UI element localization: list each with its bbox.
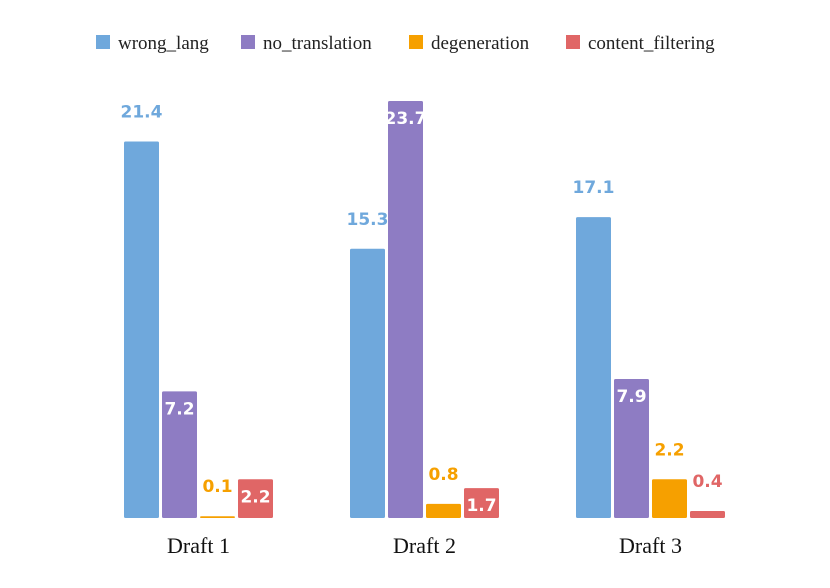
- bars: [124, 101, 725, 518]
- legend-label-no-translation: no_translation: [263, 33, 372, 54]
- bar-no-translation-draft-3: [614, 379, 649, 518]
- legend-swatch-degeneration: [409, 35, 423, 49]
- value-label-content-filtering-draft-1: 2.2: [240, 487, 270, 507]
- legend-label-wrong-lang: wrong_lang: [118, 33, 209, 54]
- legend-swatch-no-translation: [241, 35, 255, 49]
- x-axis-ticks: Draft 1 Draft 2 Draft 3: [167, 533, 682, 558]
- bar-wrong-lang-draft-1: [124, 141, 159, 518]
- value-labels: 21.4 7.2 0.1 2.2 15.3 23.7 0.8 1.7 17.1 7.9 2.2 0.4: [121, 102, 723, 516]
- bar-degeneration-draft-3: [652, 479, 687, 518]
- value-label-degeneration-draft-1: 0.1: [202, 477, 232, 497]
- value-label-wrong-lang-draft-3: 17.1: [573, 178, 615, 198]
- x-tick-draft-2: Draft 2: [393, 533, 456, 558]
- bar-content-filtering-draft-3: [690, 510, 725, 518]
- bar-no-translation-draft-1: [162, 391, 197, 518]
- legend-label-content-filtering: content_filtering: [588, 33, 715, 54]
- legend: wrong_lang no_translation degeneration cont…: [96, 33, 715, 54]
- value-label-degeneration-draft-2: 0.8: [428, 465, 458, 485]
- bar-degeneration-draft-1: [200, 516, 235, 518]
- bar-content-filtering-draft-2: [464, 488, 499, 518]
- value-label-no-translation-draft-3: 7.9: [616, 387, 646, 407]
- legend-swatch-content-filtering: [566, 35, 580, 49]
- value-label-no-translation-draft-1: 7.2: [164, 399, 194, 419]
- x-tick-draft-3: Draft 3: [619, 533, 682, 558]
- bar-content-filtering-draft-1: [238, 479, 273, 518]
- bar-no-translation-draft-2: [388, 101, 423, 518]
- bar-wrong-lang-draft-2: [350, 248, 385, 518]
- bar-wrong-lang-draft-3: [576, 217, 611, 518]
- value-label-wrong-lang-draft-2: 15.3: [347, 210, 389, 230]
- value-label-content-filtering-draft-3: 0.4: [692, 472, 722, 492]
- x-tick-draft-1: Draft 1: [167, 533, 230, 558]
- legend-label-degeneration: degeneration: [431, 33, 530, 54]
- value-label-no-translation-draft-2: 23.7: [385, 109, 427, 129]
- value-label-content-filtering-draft-2: 1.7: [466, 496, 496, 516]
- value-label-degeneration-draft-3: 2.2: [654, 440, 684, 460]
- bar-degeneration-draft-2: [426, 503, 461, 518]
- value-label-wrong-lang-draft-1: 21.4: [121, 102, 163, 122]
- legend-swatch-wrong-lang: [96, 35, 110, 49]
